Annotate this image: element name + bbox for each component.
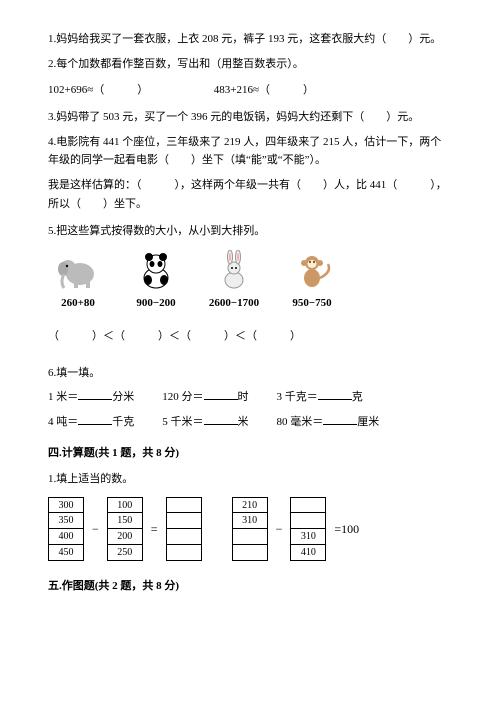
q5-compare: （ ）＜（ ）＜（ ）＜（ ）: [48, 327, 452, 346]
animal-label: 260+80: [61, 294, 95, 313]
q2a: 102+696≈（ ）: [48, 84, 148, 96]
unit-item: 3 千克＝克: [277, 388, 363, 407]
monkey-icon: [288, 250, 336, 292]
table-cell: [166, 497, 202, 513]
table-cell: 100: [107, 497, 143, 513]
table-cell: 150: [107, 513, 143, 529]
table-cell: 210: [232, 497, 268, 513]
question-6: 6.填一填。: [48, 364, 452, 383]
table-cell: 300: [48, 497, 84, 513]
table-col: 300 350 400 450: [48, 497, 84, 561]
table-cell: [166, 545, 202, 561]
table-cell: [232, 529, 268, 545]
animal-monkey: 950−750: [282, 250, 342, 313]
calculation-tables: 300 350 400 450 − 100 150 200 250 = 210 …: [48, 497, 452, 561]
animal-elephant: 260+80: [48, 250, 108, 313]
equals-op: =: [149, 519, 160, 539]
question-4b: 我是这样估算的：（ ），这样两个年级一共有（ ）人，比 441（ ），所以（ ）…: [48, 176, 452, 213]
table-cell: 310: [290, 529, 326, 545]
table-cell: [290, 513, 326, 529]
question-5: 5.把这些算式按得数的大小，从小到大排列。: [48, 222, 452, 241]
animal-rabbit: 2600−1700: [204, 250, 264, 313]
minus-op: −: [90, 519, 101, 539]
q2b: 483+216≈（ ）: [214, 84, 314, 96]
table-cell: [232, 545, 268, 561]
unit-item: 1 米＝分米: [48, 388, 134, 407]
section-4-title: 四.计算题(共 1 题，共 8 分): [48, 444, 452, 463]
animal-panda: 900−200: [126, 250, 186, 313]
elephant-icon: [54, 250, 102, 292]
question-1: 1.妈妈给我买了一套衣服，上衣 208 元，裤子 193 元，这套衣服大约（ ）…: [48, 30, 452, 49]
table-cell: [290, 497, 326, 513]
equals-tail: =100: [332, 519, 361, 539]
unit-item: 120 分＝时: [162, 388, 248, 407]
table-cell: 410: [290, 545, 326, 561]
table-col: 310 410: [290, 497, 326, 561]
question-4: 4.电影院有 441 个座位，三年级来了 219 人，四年级来了 215 人，估…: [48, 133, 452, 170]
table-col: 100 150 200 250: [107, 497, 143, 561]
table-cell: 350: [48, 513, 84, 529]
units-row-2: 4 吨＝千克 5 千米＝米 80 毫米＝厘米: [48, 413, 452, 432]
question-2: 2.每个加数都看作整百数，写出和（用整百数表示）。: [48, 55, 452, 74]
table-cell: 250: [107, 545, 143, 561]
table-col: 210 310: [232, 497, 268, 561]
table-cell: 400: [48, 529, 84, 545]
table-cell: 200: [107, 529, 143, 545]
rabbit-icon: [210, 250, 258, 292]
section-4-q1: 1.填上适当的数。: [48, 470, 452, 489]
minus-op: −: [274, 519, 285, 539]
table-cell: [166, 513, 202, 529]
animal-label: 2600−1700: [209, 294, 259, 313]
unit-item: 5 千米＝米: [162, 413, 248, 432]
question-2-expressions: 102+696≈（ ） 483+216≈（ ）: [48, 81, 452, 100]
table-cell: 450: [48, 545, 84, 561]
animals-row: 260+80 900−200 2600−1700: [48, 250, 452, 313]
question-3: 3.妈妈带了 503 元，买了一个 396 元的电饭锅，妈妈大约还剩下（ ）元。: [48, 108, 452, 127]
unit-item: 4 吨＝千克: [48, 413, 134, 432]
units-row-1: 1 米＝分米 120 分＝时 3 千克＝克: [48, 388, 452, 407]
animal-label: 900−200: [136, 294, 175, 313]
table-col: [166, 497, 202, 561]
unit-item: 80 毫米＝厘米: [277, 413, 380, 432]
section-5-title: 五.作图题(共 2 题，共 8 分): [48, 577, 452, 596]
table-cell: 310: [232, 513, 268, 529]
table-cell: [166, 529, 202, 545]
panda-icon: [132, 250, 180, 292]
animal-label: 950−750: [292, 294, 331, 313]
